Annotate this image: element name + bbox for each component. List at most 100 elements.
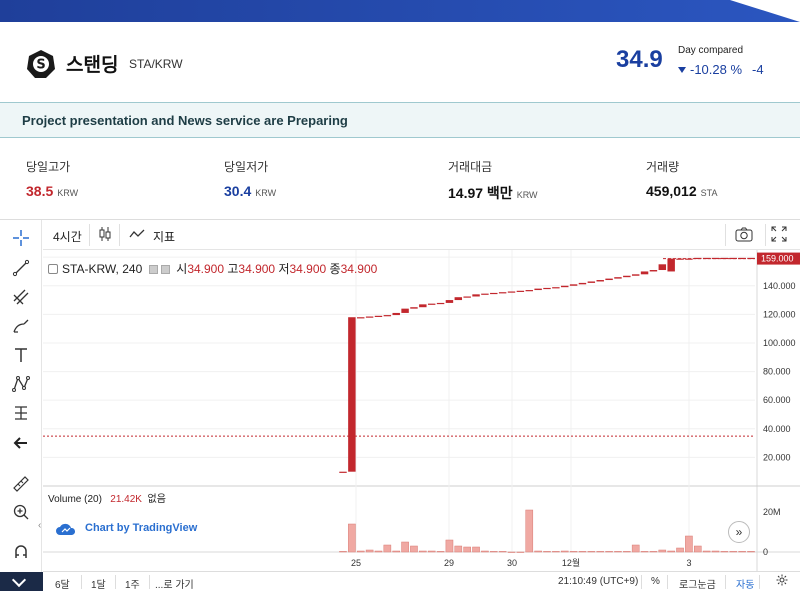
coin-name: 스탠딩: [66, 55, 119, 76]
ruler-icon[interactable]: [8, 472, 34, 496]
volume-bar: [738, 551, 746, 553]
candle: [348, 317, 356, 472]
volume-bar: [534, 550, 542, 553]
tradingview-badge[interactable]: Chart by TradingView: [49, 515, 207, 541]
fullscreen-icon[interactable]: [771, 226, 787, 245]
price-axis: 160.000140.000120.000100.00080.00060.000…: [757, 252, 800, 557]
volume-bar: [348, 523, 356, 553]
legend-symbol: STA-KRW, 240: [62, 262, 143, 276]
candle: [569, 284, 578, 286]
candle: [702, 257, 711, 260]
volume-bar: [445, 539, 454, 553]
volume-bar: [587, 551, 596, 553]
zoom-icon[interactable]: [8, 500, 34, 524]
interval-selector[interactable]: 4시간: [53, 230, 82, 244]
candle: [374, 315, 383, 317]
time-tick-label: 29: [444, 558, 454, 568]
candle: [578, 282, 587, 285]
toolbar-divider: [765, 224, 766, 246]
cloud-icon: [56, 523, 76, 535]
percent-toggle[interactable]: %: [651, 576, 660, 587]
legend-open-label: 시: [176, 262, 188, 276]
candle: [357, 317, 365, 319]
candle: [614, 277, 622, 279]
volume-bar: [623, 551, 631, 553]
trend-line-icon[interactable]: [8, 256, 34, 280]
candle: [339, 471, 347, 473]
volume-tick-label: 20M: [763, 507, 781, 517]
time-tick-label: 12월: [562, 557, 580, 568]
legend-eye-icon[interactable]: [148, 265, 158, 274]
indicators-button[interactable]: 지표: [153, 230, 176, 244]
volume-bar: [356, 550, 365, 553]
range-6m[interactable]: 6달: [55, 580, 70, 591]
candle: [436, 302, 445, 305]
time-tick-label: 3: [686, 558, 691, 568]
candle: [667, 258, 675, 272]
volume-bar: [658, 549, 667, 553]
candle: [498, 292, 507, 294]
volume-bar: [693, 545, 702, 553]
candle: [729, 257, 737, 260]
gear-icon[interactable]: [776, 574, 788, 589]
price-chart[interactable]: 160.000140.000120.000100.00080.00060.000…: [43, 250, 800, 571]
down-triangle-icon: [678, 67, 686, 73]
volume-bar: [711, 550, 720, 553]
bottom-collapse[interactable]: [0, 572, 43, 591]
legend-close: 34.900: [340, 262, 378, 276]
range-1w[interactable]: 1주: [125, 580, 140, 591]
toolbar-divider: [725, 224, 726, 246]
svg-text:S: S: [36, 58, 45, 73]
volume-bar: [543, 551, 551, 553]
text-tool-icon[interactable]: [8, 343, 34, 367]
log-scale-toggle[interactable]: 로그눈금: [679, 580, 716, 591]
collapse-arrow-icon[interactable]: ‹: [38, 520, 42, 531]
auto-scale-toggle[interactable]: 자동: [736, 580, 755, 591]
legend-low: 34.900: [289, 262, 327, 276]
stat-high-label: 당일고가: [26, 160, 71, 174]
fib-tool-icon[interactable]: [8, 285, 34, 309]
candle: [605, 278, 613, 281]
brush-icon[interactable]: [8, 314, 34, 338]
pattern-tool-icon[interactable]: [8, 372, 34, 396]
volume-bar: [729, 551, 738, 553]
camera-icon[interactable]: [735, 226, 753, 245]
volume-bar: [339, 551, 347, 553]
volume-bar: [507, 551, 516, 553]
range-1m[interactable]: 1달: [91, 580, 106, 591]
change-absolute: -4: [752, 62, 764, 77]
candle: [623, 275, 631, 278]
candle: [685, 258, 693, 260]
candle: [552, 287, 560, 289]
volume-bar: [392, 550, 401, 553]
drawing-toolbar: [0, 220, 42, 572]
bottom-toolbar: 6달 1달 1주 ...로 가기 21:10:49 (UTC+9) % 로그눈금…: [43, 571, 800, 591]
stat-volume: 거래량 459,012 STA: [646, 158, 717, 199]
crosshair-icon[interactable]: [8, 226, 34, 250]
volume-bar: [410, 545, 418, 553]
top-banner: [0, 0, 800, 22]
candle: [631, 274, 640, 276]
bottom-divider: [81, 575, 82, 589]
volume-bar: [374, 550, 383, 553]
volume-bar: [498, 551, 507, 553]
go-to-date[interactable]: ...로 가기: [155, 580, 194, 591]
indicators-icon[interactable]: [129, 228, 145, 243]
legend-settings-icon[interactable]: [160, 265, 170, 274]
candle: [738, 257, 746, 260]
chevron-down-icon: [11, 572, 27, 588]
candle: [365, 316, 374, 318]
candle-type-icon[interactable]: [98, 226, 112, 245]
volume-bar: [720, 551, 729, 553]
scroll-right-button[interactable]: »: [728, 521, 750, 543]
back-arrow-icon[interactable]: [8, 431, 34, 455]
bottom-divider: [725, 575, 726, 589]
volume-bar: [525, 509, 534, 553]
tradingview-widget: ‹ 4시간 지표 160.000140.000120.000100.00080.…: [0, 219, 800, 591]
candle: [543, 287, 551, 290]
legend-collapse-icon[interactable]: [48, 264, 58, 274]
magnet-icon[interactable]: [8, 540, 34, 564]
candles: [339, 257, 755, 473]
prediction-tool-icon[interactable]: [8, 401, 34, 425]
price-tick-label: 40.000: [763, 424, 791, 434]
